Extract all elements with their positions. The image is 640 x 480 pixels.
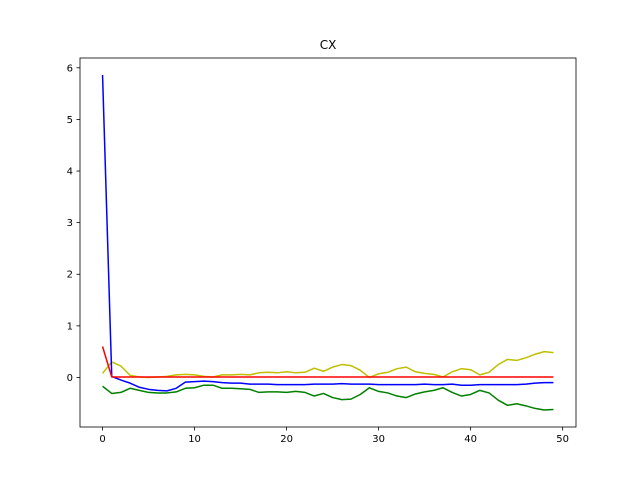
series-line-2 xyxy=(102,384,554,411)
series-line-4 xyxy=(101,346,554,378)
chart-title: CX xyxy=(320,38,337,52)
series-lines xyxy=(101,75,554,411)
plot-frame xyxy=(79,57,577,428)
axes: 0 10 20 30 40 50 0 1 2 3 4 5 6 xyxy=(67,57,577,445)
x-tick-label: 40 xyxy=(464,434,477,445)
x-tick-label: 0 xyxy=(99,434,105,445)
y-tick-label: 5 xyxy=(67,115,73,126)
series-line-3 xyxy=(101,75,554,392)
y-tick-label: 6 xyxy=(67,63,73,74)
y-tick-label: 0 xyxy=(67,373,73,384)
x-tick-label: 10 xyxy=(188,434,201,445)
series-line-1 xyxy=(101,350,554,379)
y-tick-label: 3 xyxy=(67,218,73,229)
x-tick-label: 50 xyxy=(556,434,569,445)
y-tick-label: 1 xyxy=(67,321,73,332)
y-tick-label: 4 xyxy=(67,167,73,178)
x-tick-label: 30 xyxy=(372,434,385,445)
y-tick-label: 2 xyxy=(67,270,73,281)
x-tick-label: 20 xyxy=(280,434,293,445)
